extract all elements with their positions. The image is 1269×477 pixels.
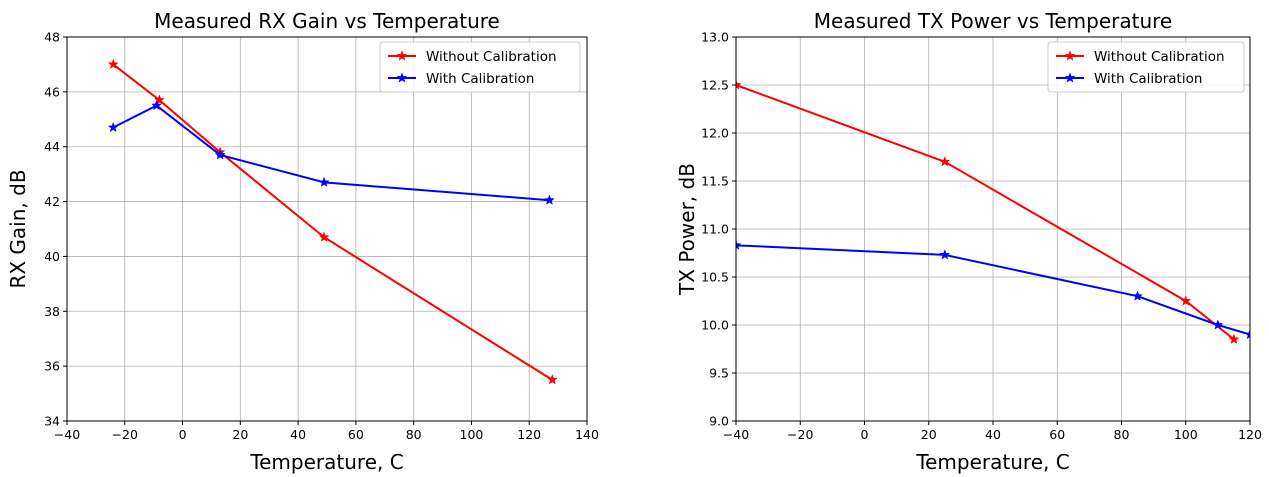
y-tick-label: 38 bbox=[44, 304, 60, 319]
x-tick-label: 100 bbox=[460, 427, 484, 442]
y-tick-label: 13.0 bbox=[701, 30, 729, 45]
tx-power-chart: −40 −20 0 20 40 60 80 100 120 9.0 9.5 10.0 10.5 11.0 1… bbox=[675, 9, 1262, 474]
series-line-without-calibration bbox=[112, 63, 553, 381]
x-tick-label: 120 bbox=[517, 427, 541, 442]
x-tick-label: −20 bbox=[112, 427, 138, 442]
rx-gain-chart: −40 −20 0 20 40 60 80 100 120 140 34 36 38 40 42 44 46 48… bbox=[6, 9, 599, 474]
data-point-marker bbox=[1244, 328, 1250, 340]
x-tick-label: 120 bbox=[1238, 427, 1262, 442]
y-tick-label: 12.5 bbox=[701, 78, 729, 93]
data-point-marker bbox=[214, 149, 226, 160]
y-tick-label: 10.5 bbox=[701, 270, 729, 285]
data-point-marker bbox=[318, 231, 330, 242]
legend-star-marker-icon bbox=[396, 72, 408, 83]
legend-label: Without Calibration bbox=[426, 49, 557, 65]
y-tick-label: 10.0 bbox=[701, 318, 729, 333]
data-point-marker bbox=[736, 79, 742, 90]
series-line-with-calibration bbox=[112, 104, 550, 202]
data-point-marker bbox=[1228, 333, 1240, 345]
y-tick-label: 48 bbox=[44, 30, 60, 45]
chart-title: Measured RX Gain vs Temperature bbox=[154, 9, 500, 33]
x-tick-label: 20 bbox=[232, 427, 248, 442]
legend-star-marker-icon bbox=[396, 50, 408, 61]
y-tick-label: 42 bbox=[44, 194, 60, 209]
legend-box bbox=[1047, 41, 1245, 93]
x-tick-label: −20 bbox=[787, 427, 813, 442]
data-point-marker bbox=[154, 94, 165, 105]
data-point-marker bbox=[107, 121, 119, 133]
x-tick-label: −40 bbox=[54, 427, 80, 442]
x-tick-label: −40 bbox=[723, 427, 749, 442]
legend-label: With Calibration bbox=[1094, 71, 1202, 87]
data-point-marker bbox=[939, 249, 951, 260]
data-point-marker bbox=[151, 99, 162, 111]
plot-frame bbox=[66, 36, 588, 422]
legend: Without Calibration With Calibration bbox=[1047, 41, 1245, 93]
data-point-marker bbox=[1212, 319, 1224, 330]
legend: Without Calibration With Calibration bbox=[379, 41, 581, 93]
data-point-marker bbox=[544, 194, 555, 205]
x-tick-label: 0 bbox=[861, 427, 869, 442]
y-tick-label: 44 bbox=[44, 139, 60, 154]
y-tick-label: 9.5 bbox=[709, 366, 729, 381]
legend-star-marker-icon bbox=[1064, 50, 1076, 61]
x-tick-label: 0 bbox=[179, 427, 187, 442]
data-point-marker bbox=[1180, 295, 1192, 306]
y-tick-label: 11.5 bbox=[701, 174, 729, 189]
legend-box bbox=[379, 41, 581, 93]
y-axis-label: RX Gain, dB bbox=[6, 169, 30, 288]
data-point-marker bbox=[107, 58, 119, 70]
y-tick-label: 11.0 bbox=[701, 222, 729, 237]
y-tick-label: 34 bbox=[44, 414, 60, 429]
x-tick-label: 20 bbox=[921, 427, 937, 442]
series-line-without-calibration bbox=[736, 84, 1235, 341]
legend-label: Without Calibration bbox=[1094, 49, 1225, 65]
data-point-marker bbox=[546, 374, 558, 385]
y-tick-label: 46 bbox=[44, 84, 60, 99]
x-tick-label: 60 bbox=[348, 427, 364, 442]
data-point-marker bbox=[736, 239, 742, 250]
chart-title: Measured TX Power vs Temperature bbox=[814, 9, 1172, 33]
x-axis-label: Temperature, C bbox=[915, 450, 1069, 474]
x-tick-label: 40 bbox=[985, 427, 1001, 442]
legend-star-marker-icon bbox=[1064, 72, 1076, 83]
y-tick-label: 40 bbox=[44, 249, 60, 264]
data-point-marker bbox=[1132, 290, 1143, 301]
x-tick-label: 140 bbox=[575, 427, 599, 442]
y-tick-label: 36 bbox=[44, 359, 60, 374]
x-tick-label: 80 bbox=[1114, 427, 1130, 442]
x-tick-label: 100 bbox=[1174, 427, 1198, 442]
data-point-marker bbox=[939, 156, 951, 167]
x-tick-label: 80 bbox=[406, 427, 422, 442]
x-axis-label: Temperature, C bbox=[249, 450, 403, 474]
y-axis-label: TX Power, dB bbox=[675, 163, 699, 296]
y-tick-label: 12.0 bbox=[701, 126, 729, 141]
y-tick-label: 9.0 bbox=[709, 414, 729, 429]
data-point-marker bbox=[318, 176, 330, 187]
x-tick-label: 60 bbox=[1049, 427, 1065, 442]
legend-label: With Calibration bbox=[426, 71, 534, 87]
x-tick-label: 40 bbox=[290, 427, 306, 442]
